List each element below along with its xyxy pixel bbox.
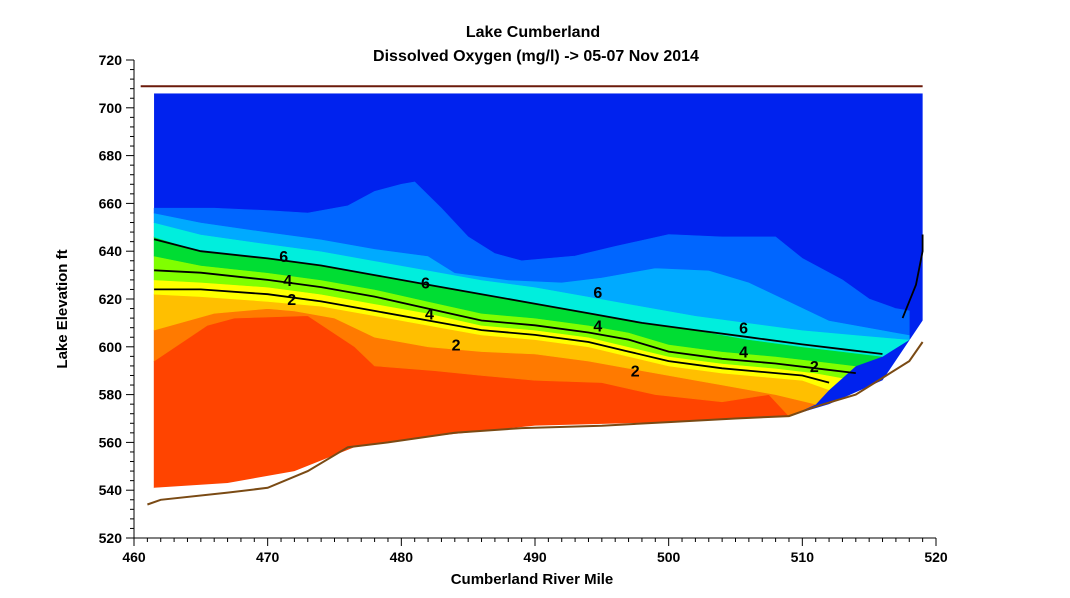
contour-line-2-2: [154, 288, 830, 384]
contour-label-10: 4: [739, 345, 748, 362]
plot-area: 6 4 2 6 4 2 6 4 2 6 4 2: [140, 85, 927, 538]
contour-label-4: 4: [425, 306, 434, 323]
y-tick-label: 680: [99, 148, 123, 164]
y-tick-label: 580: [99, 387, 123, 403]
y-tick-label: 540: [99, 482, 123, 498]
y-tick-label: 720: [99, 52, 123, 68]
contour-label-11: 2: [810, 359, 819, 376]
x-tick-label: 470: [256, 549, 280, 565]
y-tick-label: 640: [99, 243, 123, 259]
contour-line-edge-3: [901, 234, 924, 319]
contour-label-3: 6: [421, 275, 430, 292]
x-tick-label: 500: [657, 549, 681, 565]
contour-labels: 6 4 2 6 4 2 6 4 2 6 4 2: [279, 249, 819, 381]
x-tick-label: 490: [523, 549, 547, 565]
x-axis-ticks: 460 470 480 490 500 510 520: [122, 538, 948, 565]
x-tick-label: 520: [924, 549, 948, 565]
contour-lines: [153, 234, 924, 384]
y-axis-ticks: 520 540 560 580 600 620 640 660 680 700 720: [99, 52, 134, 546]
contour-label-8: 2: [631, 364, 640, 381]
x-tick-label: 480: [390, 549, 414, 565]
chart-subtitle: Dissolved Oxygen (mg/l) -> 05-07 Nov 201…: [373, 48, 699, 65]
contour-line-6-0: [153, 238, 883, 355]
contour-label-1: 4: [283, 273, 292, 290]
contour-label-7: 4: [593, 318, 602, 335]
band-8-9: [153, 181, 910, 336]
y-tick-label: 600: [99, 339, 123, 355]
contour-label-5: 2: [452, 337, 461, 354]
axes: 460 470 480 490 500 510 520 520 540 560 580 600 620…: [99, 52, 948, 565]
y-axis-label: Lake Elevation ft: [54, 249, 71, 368]
chart-title: Lake Cumberland: [466, 24, 600, 41]
x-tick-label: 510: [791, 549, 815, 565]
contour-label-6: 6: [593, 285, 602, 302]
y-tick-label: 660: [99, 195, 123, 211]
contour-label-2: 2: [287, 292, 296, 309]
oxygen-bands: [153, 93, 923, 489]
y-tick-label: 560: [99, 434, 123, 450]
x-tick-label: 460: [122, 549, 146, 565]
y-tick-label: 620: [99, 291, 123, 307]
lake-bottom-profile: [147, 341, 924, 506]
lake-bottom-mask: [154, 320, 927, 538]
y-tick-label: 700: [99, 100, 123, 116]
contour-line-4-1: [154, 269, 856, 374]
y-tick-label: 520: [99, 530, 123, 546]
x-axis-label: Cumberland River Mile: [451, 571, 614, 588]
contour-label-0: 6: [279, 249, 288, 266]
contour-label-9: 6: [739, 321, 748, 338]
